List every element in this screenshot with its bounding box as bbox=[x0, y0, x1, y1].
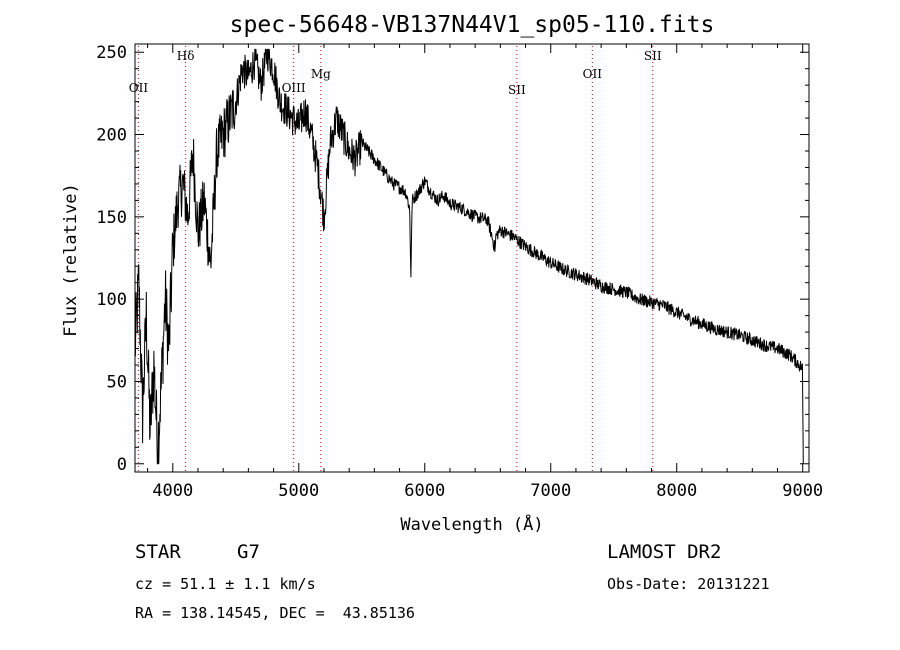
y-tick-label: 100 bbox=[96, 290, 127, 310]
spectral-line-label: SII bbox=[644, 49, 662, 63]
x-tick-label: 7000 bbox=[530, 481, 571, 501]
y-tick-label: 50 bbox=[107, 372, 127, 392]
chart-title: spec-56648-VB137N44V1_sp05-110.fits bbox=[230, 12, 715, 38]
spectral-line-label: OII bbox=[129, 81, 149, 95]
x-tick-label: 4000 bbox=[152, 481, 193, 501]
x-tick-label: 9000 bbox=[782, 481, 823, 501]
coordinates: RA = 138.14545, DEC = 43.85136 bbox=[135, 604, 415, 622]
object-class: STAR bbox=[135, 541, 181, 563]
spectral-line-label: Mg bbox=[311, 67, 331, 81]
object-subclass: G7 bbox=[237, 541, 260, 563]
redshift-cz: cz = 51.1 ± 1.1 km/s bbox=[135, 575, 316, 593]
spectral-line-label: OIII bbox=[282, 81, 306, 95]
y-tick-label: 250 bbox=[96, 43, 127, 63]
y-axis-label: Flux (relative) bbox=[61, 183, 81, 337]
spectral-line-label: SII bbox=[508, 83, 526, 97]
y-tick-label: 150 bbox=[96, 208, 127, 228]
observation-date: Obs-Date: 20131221 bbox=[607, 575, 770, 593]
y-tick-label: 0 bbox=[117, 455, 127, 475]
y-axis-ticks: 0 50 100 150 200 250 bbox=[96, 43, 809, 475]
spectrum-line bbox=[134, 48, 804, 465]
spectral-line-label: OII bbox=[583, 67, 603, 81]
x-axis-label: Wavelength (Å) bbox=[400, 513, 543, 535]
plot-frame bbox=[134, 43, 810, 473]
spectral-line-label: Hδ bbox=[177, 49, 195, 63]
y-tick-label: 200 bbox=[96, 126, 127, 146]
x-axis-ticks: 4000 5000 6000 7000 8000 9000 bbox=[147, 44, 823, 501]
x-tick-label: 6000 bbox=[404, 481, 445, 501]
x-tick-label: 5000 bbox=[278, 481, 319, 501]
x-tick-label: 8000 bbox=[656, 481, 697, 501]
spectral-line-markers: OII Hδ OIII Mg SII OII SII bbox=[129, 46, 662, 472]
survey-name: LAMOST DR2 bbox=[607, 541, 722, 563]
